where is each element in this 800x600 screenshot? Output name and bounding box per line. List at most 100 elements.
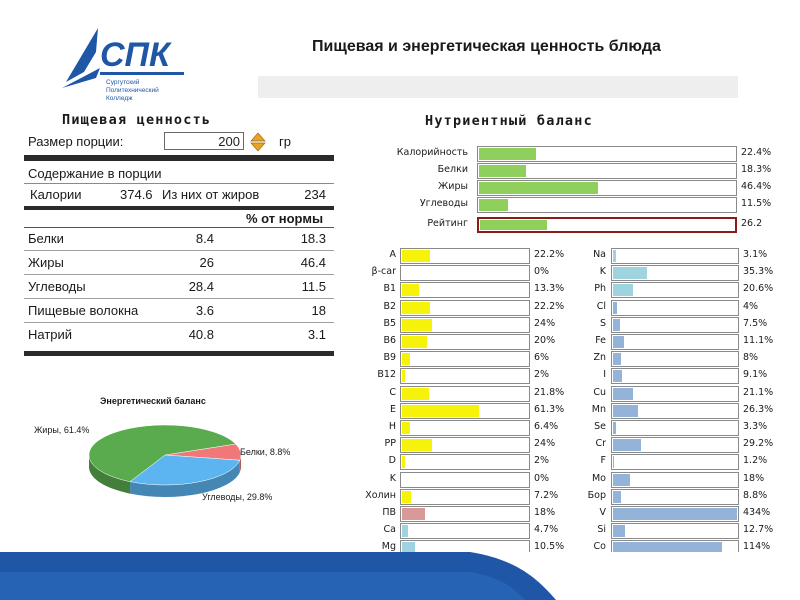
vitamin-bar-fill [402,250,430,262]
mineral-bar-fill [613,301,617,314]
vitamin-bar-fill [402,318,433,331]
mineral-bar-fill [613,284,633,297]
rating-bar-fill [480,220,548,230]
vitamin-label: β-car [371,266,396,278]
mineral-bar [611,265,739,282]
main-nutrient-label: Углеводы [419,198,468,209]
mineral-label: Mn [591,403,606,415]
main-nutrient-percent: 18.3% [741,164,772,175]
mineral-label: F [600,455,606,467]
fat-calories-value: 234 [304,187,326,202]
nutrient-row: Натрий 40.8 3.1 [24,324,334,346]
logo-line1: Сургутский [106,78,140,86]
main-nutrient-percent: 22.4% [741,147,772,158]
mineral-percent: 8% [743,352,759,364]
mineral-bar-fill [613,404,639,417]
main-nutrient-bar [477,197,737,213]
main-nutrient-label: Жиры [438,181,468,192]
vitamin-bar-fill [402,353,410,366]
portion-stepper[interactable] [250,132,266,152]
nutrient-percent: 18 [311,303,326,318]
rating-label: Рейтинг [427,218,468,229]
content-label: Содержание в порции [28,166,162,181]
mineral-bar-fill [613,542,722,555]
mineral-label: Mo [591,472,606,484]
main-nutrient-bar-fill [479,199,509,211]
mineral-percent: 18% [743,472,765,484]
vitamin-label: B1 [383,283,396,295]
mineral-label: Cr [595,438,606,450]
vitamin-percent: 21.8% [534,386,565,398]
mineral-bar-fill [613,473,631,486]
vitamin-percent: 61.3% [534,403,565,415]
vitamin-label: B9 [383,352,396,364]
balance-title: Нутриентный баланс [425,113,593,129]
mineral-label: Fe [595,335,606,346]
mineral-percent: 3.3% [743,421,768,432]
vitamin-bar [400,471,530,488]
vitamin-percent: 2% [534,455,550,467]
mineral-percent: 20.6% [743,283,774,295]
mineral-bar [611,420,739,436]
vitamin-label: K [389,472,396,484]
vitamin-bar-fill [402,490,412,503]
mineral-label: Cl [596,300,606,312]
mineral-bar-fill [613,370,622,383]
mineral-label: Zn [593,352,606,364]
portion-unit: гр [279,134,291,149]
main-nutrient-label: Белки [437,164,468,175]
vitamin-bar [400,488,530,505]
vitamin-bar [400,523,530,540]
slide-title: Пищевая и энергетическая ценность блюда [312,38,661,55]
mineral-bar-fill [613,508,737,520]
vitamin-bar [400,248,530,264]
vitamin-label: B6 [383,335,396,346]
pie-label-protein: Белки, 8.8% [240,447,291,457]
mineral-bar [611,523,739,540]
vitamin-bar-fill [402,456,405,469]
mineral-label: Si [597,524,606,536]
mineral-percent: 434% [743,507,771,518]
vitamin-bar [400,265,530,282]
vitamin-bar-fill [402,542,416,555]
mineral-label: V [599,507,607,518]
vitamin-bar [400,316,530,333]
mineral-label: Na [593,249,606,260]
vitamin-bar-fill [402,439,433,452]
mineral-bar-fill [613,318,621,331]
mineral-bar [611,368,739,385]
mineral-percent: 35.3% [743,266,774,278]
nutrient-name: Углеводы [28,279,86,294]
arrow-up-icon[interactable] [250,132,266,142]
mineral-label: Бор [587,489,606,501]
mineral-bar-fill [613,439,641,452]
main-nutrient-bar-fill [479,148,537,160]
vitamin-percent: 7.2% [534,489,559,501]
mineral-percent: 4% [743,300,759,312]
mineral-bar [611,454,739,471]
mineral-bar-fill [613,490,622,503]
portion-size-input[interactable] [164,132,244,150]
vitamin-bar-fill [402,301,430,314]
divider-thick [24,155,334,161]
vitamin-percent: 24% [534,438,556,450]
nutrient-name: Белки [28,231,64,246]
nutrient-name: Натрий [28,327,73,342]
vitamin-label: B5 [383,317,396,329]
arrow-down-icon[interactable] [250,142,266,152]
mineral-bar [611,299,739,316]
vitamin-bar-fill [402,336,428,348]
vitamin-bar [400,334,530,350]
energy-pie-chart [88,424,242,497]
nutrient-value: 28.4 [188,279,214,294]
vitamin-bar [400,454,530,471]
vitamin-bar [400,506,530,522]
calories-label: Калории [30,187,82,202]
pie-side-Углеводы [130,460,240,497]
vitamin-percent: 10.5% [534,541,565,553]
vitamin-label: A [389,249,397,260]
mineral-percent: 1.2% [743,455,768,467]
mineral-label: Ph [594,283,606,295]
header-divider [258,76,738,98]
mineral-bar [611,488,739,505]
